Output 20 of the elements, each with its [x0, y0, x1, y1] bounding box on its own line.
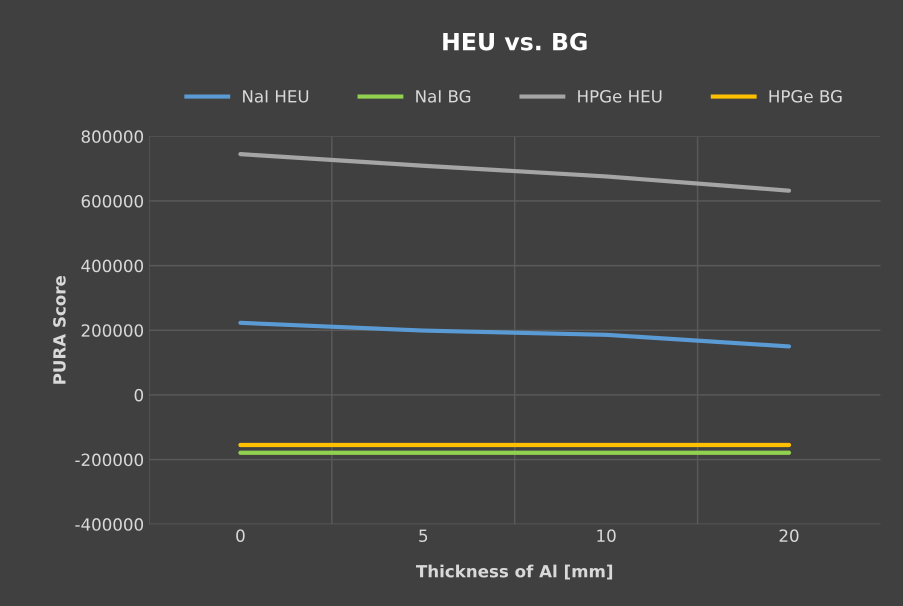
y-tick-label: -200000	[75, 454, 144, 466]
y-tick-label: -400000	[75, 518, 144, 531]
x-tick-label: 10	[597, 529, 616, 542]
legend-label: HPGe BG	[770, 90, 842, 103]
y-axis-title: PURA Score	[53, 276, 66, 384]
line-series	[238, 152, 792, 193]
x-tick-label: 0	[236, 529, 245, 542]
legend-label: HPGe HEU	[578, 90, 662, 103]
y-tick-label: 200000	[82, 324, 144, 337]
y-tick-label: 400000	[81, 260, 144, 272]
chart-title: HEU vs. BG	[443, 32, 587, 51]
y-tick-label: 0	[134, 388, 144, 402]
legend-label: NaI BG	[416, 90, 470, 103]
line-series	[238, 320, 792, 349]
x-tick-label: 20	[780, 529, 798, 542]
x-tick-label: 5	[419, 530, 428, 542]
legend-label: NaI HEU	[243, 90, 308, 103]
x-axis-title: Thickness of Al [mm]	[416, 564, 612, 580]
y-tick-label: 800000	[82, 130, 144, 143]
y-tick-label: 600000	[82, 194, 144, 208]
